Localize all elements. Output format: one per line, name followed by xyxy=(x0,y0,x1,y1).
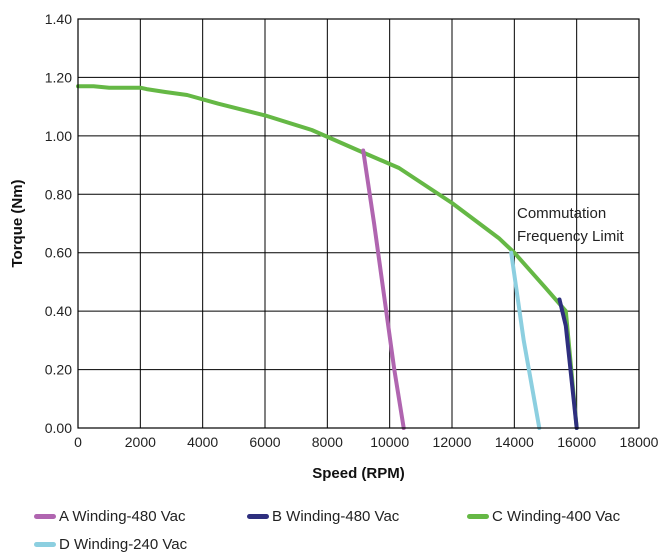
x-tick-label: 4000 xyxy=(187,434,218,450)
y-axis-title: Torque (Nm) xyxy=(9,179,26,267)
legend-item-c: C Winding-400 Vac xyxy=(467,508,620,525)
plot-frame xyxy=(77,18,640,429)
x-axis-title: Speed (RPM) xyxy=(312,465,405,482)
annotation-line-2: Frequency Limit xyxy=(517,228,625,245)
legend-label-c: C Winding-400 Vac xyxy=(492,508,621,525)
y-tick-label: 1.00 xyxy=(45,128,72,144)
grid xyxy=(77,18,640,429)
legend-label-d: D Winding-240 Vac xyxy=(59,536,188,553)
legend-item-d: D Winding-240 Vac xyxy=(34,536,187,553)
y-tick-label: 0.00 xyxy=(45,420,72,436)
legend-swatch-c xyxy=(467,514,489,519)
x-tick-label: 18000 xyxy=(620,434,659,450)
x-axis-ticks: 0 2000 4000 6000 8000 10000 12000 14000 16000 180… xyxy=(74,434,659,450)
series-line-c xyxy=(76,84,579,430)
x-tick-label: 12000 xyxy=(433,434,472,450)
legend-swatch-a xyxy=(34,514,56,519)
annotation-line-1: Commutation xyxy=(517,205,606,222)
y-tick-label: 0.60 xyxy=(45,245,72,261)
series-line-d xyxy=(509,250,542,430)
x-tick-label: 0 xyxy=(74,434,82,450)
series-lines xyxy=(76,84,579,430)
x-tick-label: 8000 xyxy=(312,434,343,450)
series-line-a xyxy=(361,148,406,430)
y-tick-label: 0.40 xyxy=(45,303,72,319)
x-tick-label: 2000 xyxy=(125,434,156,450)
legend-swatch-b xyxy=(247,514,269,519)
legend-label-b: B Winding-480 Vac xyxy=(272,508,400,525)
x-tick-label: 16000 xyxy=(557,434,596,450)
y-tick-label: 1.40 xyxy=(45,11,72,27)
series-line-b xyxy=(557,297,579,430)
x-tick-label: 10000 xyxy=(370,434,409,450)
x-tick-label: 14000 xyxy=(495,434,534,450)
legend-swatch-d xyxy=(34,542,56,547)
legend-item-a: A Winding-480 Vac xyxy=(34,508,185,525)
x-tick-label: 6000 xyxy=(249,434,280,450)
y-axis-ticks: 0.00 0.20 0.40 0.60 0.80 1.00 1.20 1.40 xyxy=(45,11,72,436)
legend-item-b: B Winding-480 Vac xyxy=(247,508,399,525)
legend-label-a: A Winding-480 Vac xyxy=(59,508,186,525)
y-tick-label: 0.80 xyxy=(45,186,72,202)
y-tick-label: 0.20 xyxy=(45,362,72,378)
y-tick-label: 1.20 xyxy=(45,69,72,85)
